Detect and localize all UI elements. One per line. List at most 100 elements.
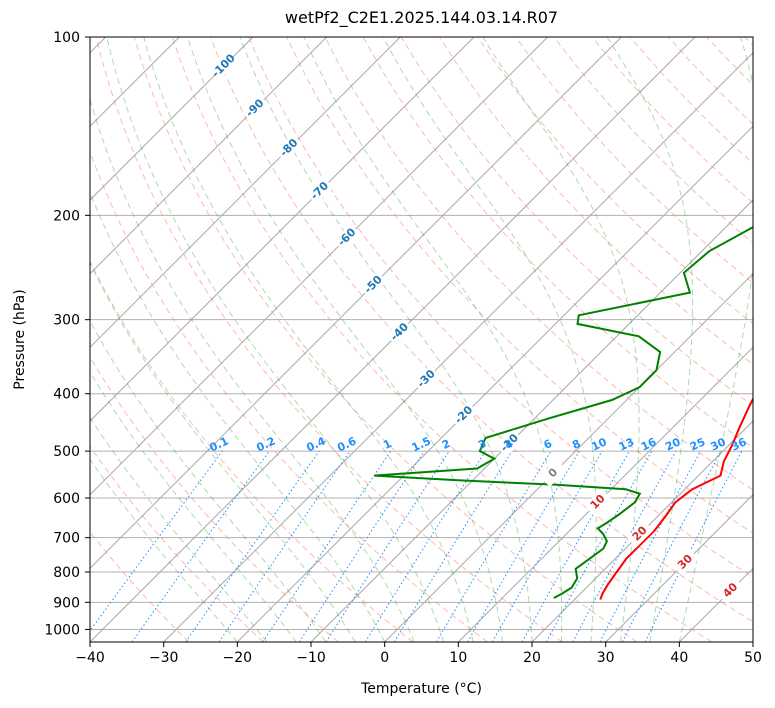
moist-adiabat-line bbox=[90, 416, 268, 642]
dry-adiabat-line bbox=[286, 37, 753, 534]
x-tick-label: 30 bbox=[597, 650, 615, 666]
moist-adiabat-line bbox=[90, 320, 327, 642]
moist-adiabat-line bbox=[678, 37, 753, 642]
mixing-ratio-line bbox=[521, 450, 630, 642]
moist-adiabat-line bbox=[606, 37, 694, 642]
moist-adiabat-line bbox=[303, 37, 563, 642]
mixing-ratio-line bbox=[298, 450, 425, 642]
dry-adiabat-line bbox=[133, 37, 638, 642]
dry-adiabat-line bbox=[553, 37, 753, 244]
isotherm-label-bg bbox=[306, 177, 334, 205]
isotherm-label-bg bbox=[386, 318, 414, 346]
isotherm-label-bg bbox=[496, 429, 524, 457]
mixing-ratio-line bbox=[262, 450, 392, 642]
isotherm-label-bg bbox=[333, 224, 361, 251]
mixing-ratio-label: 25 bbox=[688, 435, 707, 453]
isotherm-label-bg bbox=[717, 577, 745, 605]
chart-title: wetPf2_C2E1.2025.144.03.14.R07 bbox=[284, 8, 559, 27]
mixing-ratio-line bbox=[644, 450, 743, 642]
isotherm-label-bg bbox=[584, 488, 612, 516]
plot-background-lines bbox=[90, 37, 753, 642]
mixing-ratio-label: 36 bbox=[729, 435, 749, 453]
isotherm-line bbox=[310, 199, 753, 642]
dry-adiabat-line bbox=[248, 37, 753, 578]
y-axis-title: Pressure (hPa) bbox=[12, 289, 28, 389]
mixing-ratio-label: 3 bbox=[476, 437, 488, 452]
moist-adiabat-line bbox=[143, 37, 474, 642]
x-tick-label: −30 bbox=[149, 650, 179, 666]
mixing-ratio-label: 2 bbox=[440, 437, 452, 452]
moist-adiabat-line bbox=[239, 37, 533, 642]
dry-adiabat-line bbox=[591, 37, 753, 204]
x-axis-title: Temperature (°C) bbox=[360, 681, 482, 697]
mixing-ratio-line bbox=[90, 450, 223, 632]
dry-adiabat-line bbox=[95, 37, 563, 642]
dry-adiabat-line bbox=[90, 445, 264, 642]
dry-adiabat-line bbox=[90, 150, 488, 642]
mixing-ratio-line bbox=[131, 450, 270, 642]
mixing-ratio-label: 16 bbox=[639, 435, 659, 453]
mixing-ratio-label: 8 bbox=[570, 437, 582, 452]
mixing-ratio-line bbox=[545, 450, 653, 642]
isotherm-label-bg bbox=[210, 52, 238, 80]
y-tick-label: 200 bbox=[53, 208, 80, 224]
y-tick-label: 400 bbox=[53, 387, 80, 403]
mixing-ratio-line bbox=[185, 450, 320, 642]
dry-adiabat-line bbox=[90, 259, 414, 642]
dry-adiabat-line bbox=[668, 37, 753, 125]
moist-adiabat-line bbox=[482, 37, 640, 642]
dry-adiabat-line bbox=[744, 37, 753, 47]
x-tick-label: 40 bbox=[670, 650, 688, 666]
isotherm-line bbox=[90, 37, 622, 570]
mixing-ratio-label: 20 bbox=[663, 435, 683, 453]
moist-adiabat-line bbox=[90, 97, 415, 642]
isotherm-line bbox=[384, 272, 753, 642]
y-tick-label: 1000 bbox=[44, 622, 80, 638]
isotherm-line bbox=[90, 37, 401, 349]
isotherm-line bbox=[605, 493, 753, 642]
mixing-ratio-line bbox=[572, 450, 677, 642]
isotherm-line bbox=[90, 37, 254, 201]
y-tick-label: 300 bbox=[53, 313, 80, 329]
dry-adiabat-line bbox=[515, 37, 753, 284]
mixing-ratio-line bbox=[218, 450, 351, 642]
y-tick-label: 900 bbox=[53, 595, 80, 611]
moist-adiabat-line bbox=[187, 37, 503, 642]
mixing-ratio-label: 10 bbox=[589, 435, 609, 453]
mixing-ratio-line bbox=[393, 450, 513, 642]
dewpoint-line bbox=[374, 225, 753, 599]
dry-adiabat-line bbox=[210, 37, 753, 623]
dry-adiabat-line bbox=[171, 37, 712, 642]
isotherm-label-bg bbox=[275, 134, 303, 162]
moist-adiabat-line bbox=[90, 370, 297, 642]
x-tick-label: −40 bbox=[75, 650, 105, 666]
dry-adiabat-line bbox=[90, 356, 339, 642]
mixing-ratio-line bbox=[467, 450, 580, 642]
moist-adiabat-line bbox=[90, 261, 356, 642]
mixing-ratio-label: 13 bbox=[617, 435, 636, 453]
isotherm-line bbox=[90, 37, 328, 275]
x-tick-label: 10 bbox=[449, 650, 467, 666]
mixing-ratio-line bbox=[325, 450, 450, 642]
isotherm-label-bg bbox=[672, 548, 699, 576]
moist-adiabat-line bbox=[106, 37, 445, 642]
isotherm-line bbox=[236, 125, 753, 642]
mixing-ratio-line bbox=[599, 450, 701, 642]
isotherm-label-bg bbox=[539, 459, 567, 487]
mixing-ratio-label: 30 bbox=[708, 435, 728, 453]
isotherm-line bbox=[90, 37, 475, 422]
x-tick-label: 0 bbox=[380, 650, 389, 666]
y-tick-label: 600 bbox=[53, 491, 80, 507]
moist-adiabat-line bbox=[90, 190, 386, 642]
isotherm-line bbox=[90, 37, 549, 496]
isotherm-label-bg bbox=[626, 520, 654, 548]
isotherm-label-bg bbox=[413, 365, 440, 393]
dry-adiabat-line bbox=[706, 37, 753, 86]
x-tick-label: 50 bbox=[744, 650, 762, 666]
isotherm-line bbox=[163, 51, 753, 642]
dry-adiabat-line bbox=[324, 37, 753, 491]
y-tick-label: 100 bbox=[53, 30, 80, 46]
x-tick-label: 20 bbox=[523, 650, 541, 666]
